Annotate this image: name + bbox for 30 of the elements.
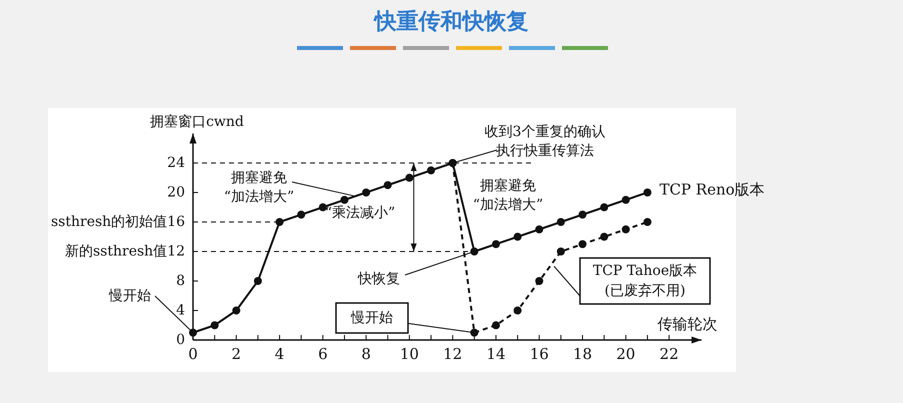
x-tick-label: 6 — [318, 345, 328, 363]
y-tick-label: 24 — [167, 155, 186, 171]
series-label: TCP Reno版本 — [659, 180, 765, 198]
annotation: “乘法减小” — [324, 205, 396, 221]
y-tick-label: 20 — [167, 184, 185, 200]
x-tick-label: 0 — [188, 345, 198, 363]
y-axis-title: 拥塞窗口cwnd — [150, 114, 244, 130]
annotation: 快恢复 — [357, 271, 400, 287]
x-tick-label: 16 — [530, 345, 549, 363]
x-tick-label: 18 — [572, 345, 592, 363]
series-label: TCP Tahoe版本 — [592, 263, 698, 279]
x-axis-title: 传输轮次 — [658, 315, 718, 333]
y-tick-label: 0 — [176, 332, 185, 348]
annotation: 慢开始 — [108, 288, 151, 304]
chart-title: 快重传和快恢复 — [372, 10, 528, 34]
x-tick-label: 20 — [616, 345, 636, 363]
annotation: 收到3个重复的确认 — [484, 124, 606, 140]
x-tick-label: 2 — [232, 345, 242, 363]
y-tick-label: 4 — [176, 302, 186, 318]
y-tick-label: ssthresh的初始值16 — [50, 214, 186, 230]
y-tick-label: 8 — [176, 273, 185, 289]
x-tick-label: 4 — [274, 345, 284, 363]
annotation: 拥塞避免 — [231, 170, 287, 186]
x-tick-label: 12 — [443, 345, 462, 363]
x-tick-label: 22 — [660, 345, 679, 363]
x-tick-label: 10 — [400, 345, 419, 363]
x-tick-label: 14 — [486, 345, 506, 363]
y-tick-label: 新的ssthresh值12 — [64, 244, 185, 260]
annotation: 慢开始 — [350, 310, 393, 326]
x-tick-label: 8 — [361, 345, 371, 363]
